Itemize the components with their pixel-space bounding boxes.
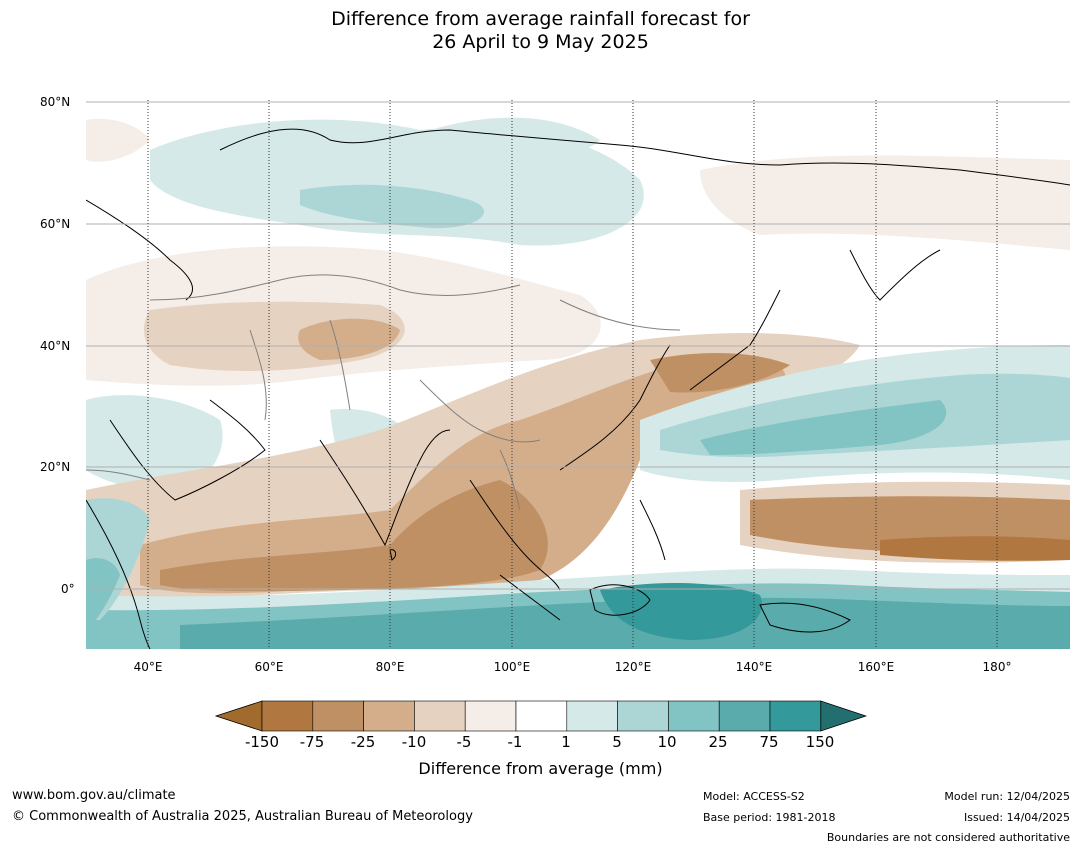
footer-url[interactable]: www.bom.gov.au/climate	[12, 788, 176, 803]
region-equator-wet-deep	[180, 597, 1070, 649]
lon-label-40e: 40°E	[133, 660, 163, 674]
lon-label-60e: 60°E	[254, 660, 284, 674]
colorbar-segment	[312, 700, 364, 732]
lon-label-80e: 80°E	[375, 660, 405, 674]
colorbar-segment	[261, 700, 314, 732]
colorbar-label: Difference from average (mm)	[418, 759, 663, 778]
colorbar-segment	[668, 700, 720, 732]
lat-label-40n: 40°N	[40, 339, 71, 353]
footer-model: Model: ACCESS-S2	[703, 790, 805, 803]
lat-gridlines	[86, 101, 1070, 590]
colorbar-segment	[617, 700, 669, 732]
coast-borneo	[589, 584, 651, 616]
map-title: Difference from average rainfall forecas…	[0, 8, 1081, 54]
coast-arabia	[109, 399, 266, 501]
colorbar-tick-8: 5	[612, 733, 622, 751]
lon-label-100e: 100°E	[493, 660, 531, 674]
lon-label-160e: 160°E	[857, 660, 895, 674]
region-seasia-dry-mid	[140, 358, 786, 594]
title-line-2: 26 April to 9 May 2025	[432, 31, 649, 53]
region-africa-wet-2	[86, 558, 120, 630]
colorbar-tick-1: -150	[244, 733, 280, 751]
colorbar-tick-10: 25	[708, 733, 728, 751]
lon-label-180: 180°	[982, 660, 1012, 674]
colorbar-tick-11: 75	[759, 733, 779, 751]
region-arctic-wet	[430, 117, 600, 157]
footer-model-run: Model run: 12/04/2025	[944, 790, 1070, 803]
colorbar-segment	[464, 700, 517, 732]
lat-label-80n: 80°N	[40, 95, 71, 109]
colorbar-segment	[769, 700, 822, 732]
lat-label-0: 0°	[61, 582, 75, 596]
coast-india	[319, 429, 451, 547]
colorbar-tick-6: -1	[507, 733, 523, 751]
coast-japan	[689, 289, 781, 391]
region-seasia-dry-core	[160, 480, 548, 592]
coast-europe	[86, 199, 193, 301]
footer-copyright: © Commonwealth of Australia 2025, Austra…	[12, 809, 473, 824]
colorbar-tick-3: -25	[350, 733, 376, 751]
colorbar-segment	[414, 700, 466, 732]
colorbar-extend-high	[820, 700, 868, 732]
region-pacific-wet-deep	[700, 400, 947, 455]
coast-china	[559, 344, 671, 471]
region-japan-dry	[650, 353, 790, 393]
region-arctic-dry	[86, 118, 150, 162]
footer-disclaimer: Boundaries are not considered authoritat…	[826, 831, 1070, 844]
region-indonesia-wet-core	[600, 583, 762, 640]
colorbar-tick-7: 1	[561, 733, 571, 751]
lon-label-140e: 140°E	[735, 660, 773, 674]
coast-sumatra	[499, 574, 561, 621]
coast-kamchatka	[849, 249, 941, 301]
colorbar-tick-2: -75	[299, 733, 325, 751]
lon-label-120e: 120°E	[614, 660, 652, 674]
coast-newguinea	[759, 602, 851, 633]
coastlines	[86, 128, 1070, 649]
colorbar-tick-9: 10	[657, 733, 677, 751]
region-siberia-wet-2	[300, 184, 485, 229]
colorbar-segment	[718, 700, 771, 732]
colorbar-segment	[515, 700, 568, 732]
coast-africa	[86, 499, 151, 649]
coast-philippines	[639, 499, 666, 561]
colorbar-tick-5: -5	[456, 733, 472, 751]
lat-label-60n: 60°N	[40, 217, 71, 231]
coast-arctic	[219, 128, 1070, 186]
footer-issued: Issued: 14/04/2025	[963, 811, 1070, 824]
region-pacific-dry-core	[880, 536, 1070, 561]
colorbar-extend-low	[214, 700, 263, 732]
footer-base-period: Base period: 1981-2018	[703, 811, 836, 824]
colorbar-segment	[363, 700, 415, 732]
region-tibet-dry	[298, 318, 400, 360]
rainfall-map	[86, 100, 1070, 649]
colorbar-tick-12: 150	[805, 733, 835, 751]
country-borders	[86, 274, 681, 511]
coast-srilanka	[389, 549, 397, 561]
colorbar-tick-4: -10	[401, 733, 427, 751]
lat-label-20n: 20°N	[40, 460, 71, 474]
title-line-1: Difference from average rainfall forecas…	[331, 8, 750, 30]
coast-seasia	[469, 479, 561, 591]
region-eastsiberia-dry	[700, 155, 1070, 250]
colorbar-segment	[566, 700, 618, 732]
